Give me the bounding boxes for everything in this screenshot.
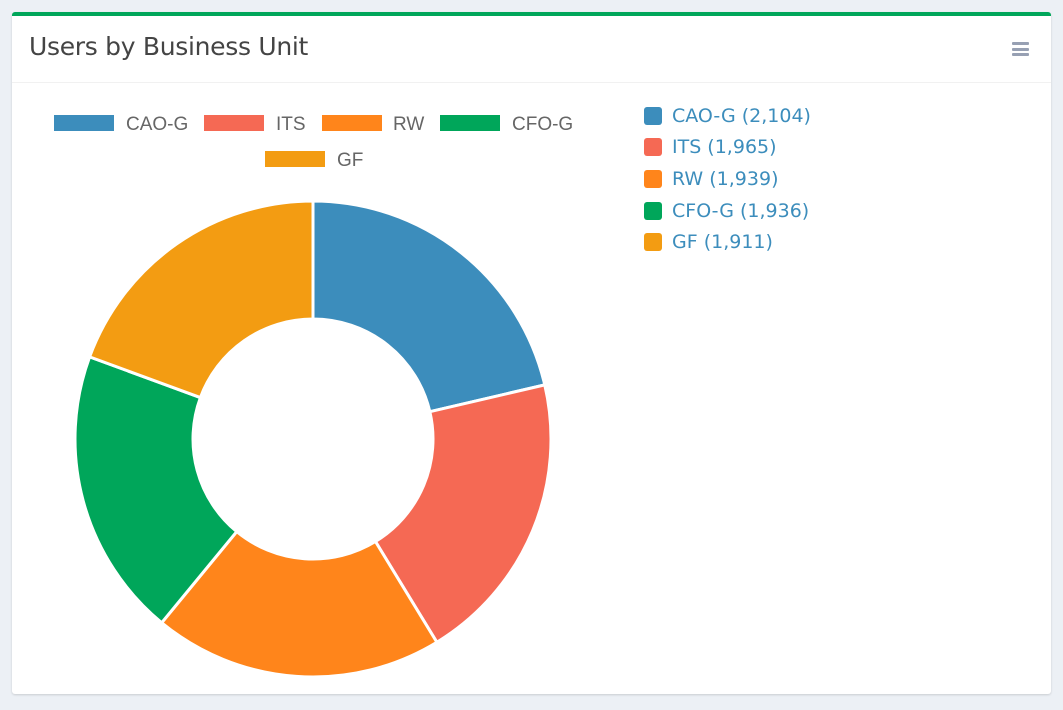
- chart-slices: [73, 199, 553, 679]
- slice-cao-g[interactable]: [311, 199, 547, 414]
- slice-its[interactable]: [373, 383, 553, 645]
- panel-title: Users by Business Unit: [29, 32, 309, 61]
- slice-gf[interactable]: [87, 199, 315, 400]
- legend-label: ITS: [276, 114, 306, 135]
- side-legend-label[interactable]: GF (1,911): [672, 231, 773, 254]
- legend-swatch: [644, 169, 662, 188]
- legend-swatch: [265, 151, 325, 167]
- side-legend-label[interactable]: ITS (1,965): [672, 136, 777, 159]
- side-legend-item-rw[interactable]: RW (1,939): [644, 163, 811, 195]
- side-legend-label[interactable]: CFO-G (1,936): [672, 199, 810, 222]
- chart-legend: CAO-G ITS RW CFO-G GF: [54, 114, 573, 171]
- legend-label: CFO-G: [512, 114, 573, 135]
- slice-rw[interactable]: [159, 529, 439, 679]
- hamburger-menu-icon[interactable]: [1012, 42, 1029, 56]
- legend-swatch: [204, 115, 264, 131]
- legend-swatch: [322, 115, 382, 131]
- side-legend: CAO-G (2,104) ITS (1,965) RW (1,939) CFO…: [644, 100, 811, 258]
- side-legend-item-its[interactable]: ITS (1,965): [644, 132, 811, 164]
- side-legend-item-gf[interactable]: GF (1,911): [644, 226, 811, 258]
- legend-swatch: [644, 138, 662, 157]
- legend-label: RW: [393, 114, 424, 135]
- legend-swatch: [644, 201, 662, 220]
- legend-label: CAO-G: [126, 114, 188, 135]
- side-legend-label[interactable]: RW (1,939): [672, 167, 779, 190]
- legend-label: GF: [337, 150, 363, 171]
- legend-swatch: [644, 233, 662, 252]
- slice-cfo-g[interactable]: [73, 354, 239, 625]
- legend-item-rw[interactable]: RW: [322, 114, 424, 135]
- legend-swatch: [440, 115, 500, 131]
- legend-item-its[interactable]: ITS: [204, 114, 306, 135]
- side-legend-item-cao-g[interactable]: CAO-G (2,104): [644, 100, 811, 132]
- legend-item-gf[interactable]: GF: [265, 150, 363, 171]
- legend-swatch: [54, 115, 114, 131]
- panel-header: Users by Business Unit: [12, 16, 1051, 83]
- side-legend-label[interactable]: CAO-G (2,104): [672, 104, 811, 127]
- legend-item-cfo-g[interactable]: CFO-G: [440, 114, 573, 135]
- legend-item-cao-g[interactable]: CAO-G: [54, 114, 188, 135]
- side-legend-item-cfo-g[interactable]: CFO-G (1,936): [644, 195, 811, 227]
- legend-swatch: [644, 106, 662, 125]
- chart-panel: Users by Business Unit CAO-G ITS RW CFO-G GF…: [12, 12, 1051, 694]
- doughnut-chart: CAO-G ITS RW CFO-G GF: [12, 82, 632, 694]
- doughnut-chart-svg: CAO-G ITS RW CFO-G GF: [54, 114, 573, 679]
